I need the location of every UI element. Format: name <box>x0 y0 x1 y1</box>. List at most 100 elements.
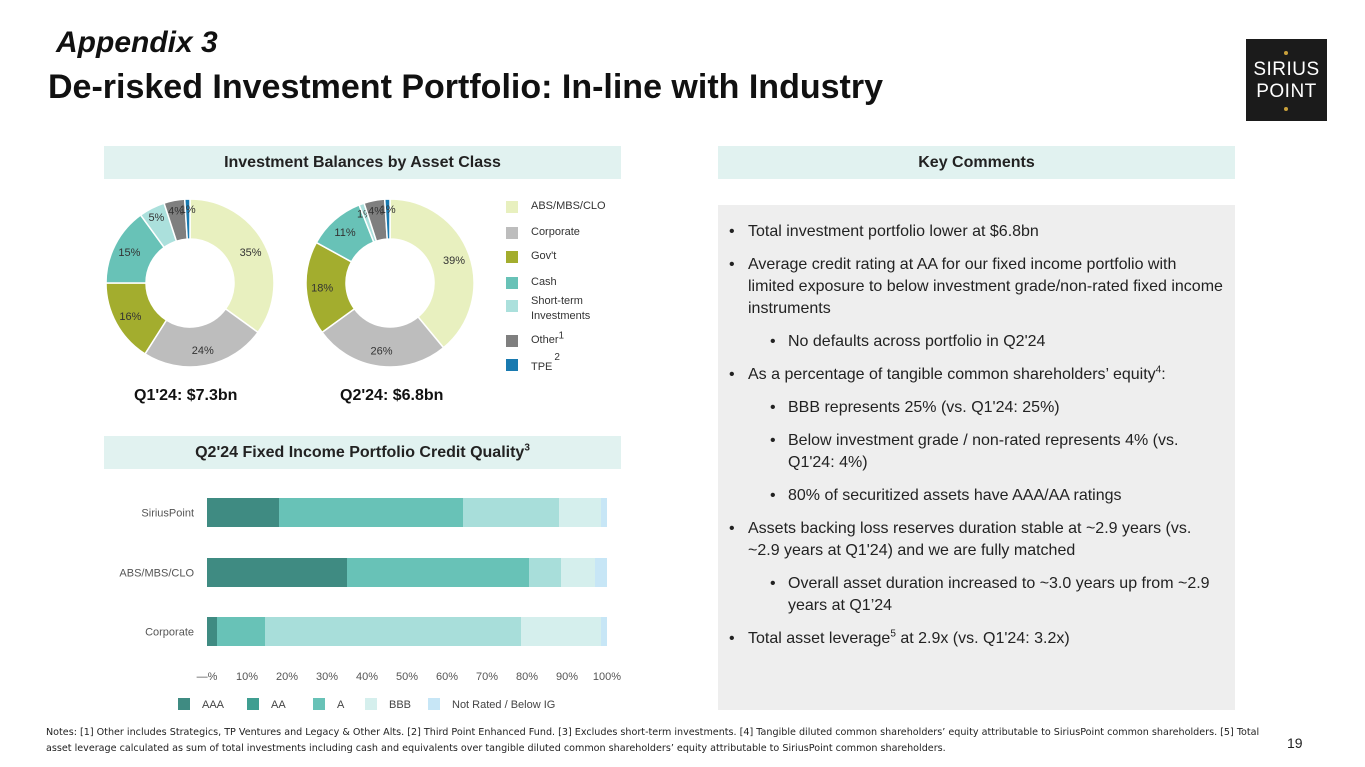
bar-legend-label: AA <box>271 699 286 711</box>
donut-slice-label: 15% <box>118 247 140 259</box>
legend-sup: 1 <box>558 330 565 342</box>
bar-marks <box>207 498 607 646</box>
bar-segment <box>207 498 279 527</box>
bar-x-ticks: —% 10% 20% 30% 40% 50% 60% 70% 80% 90% 100% <box>197 671 622 683</box>
siriuspoint-logo: SIRIUS POINT <box>1246 39 1327 121</box>
donut-slice-label: 16% <box>119 311 141 323</box>
legend-label: Gov't <box>531 250 557 262</box>
credit-quality-heading-sup: 3 <box>524 442 530 454</box>
bar-legend-label: A <box>337 699 345 711</box>
donut-slice-label: 4% <box>368 205 384 217</box>
legend-swatch <box>506 335 518 347</box>
bar-legend: AAA AA A BBB Not Rated / Below IG <box>178 698 555 711</box>
donut-slice <box>383 198 391 240</box>
comment-sup: 5 <box>890 628 896 640</box>
bar-x-tick: 70% <box>476 671 498 683</box>
donut-slice-label: 1% <box>180 204 196 216</box>
credit-quality-bar-chart: SiriusPoint ABS/MBS/CLO Corporate —% 10% 20%… <box>119 498 622 711</box>
bar-category-labels: SiriusPoint ABS/MBS/CLO Corporate <box>119 508 194 639</box>
appendix-subtitle: Appendix 3 <box>56 26 218 59</box>
legend-label: Other1 <box>531 330 565 346</box>
bar-x-tick: 30% <box>316 671 338 683</box>
page-number: 19 <box>1287 735 1303 751</box>
donut-slice <box>183 198 191 240</box>
bar-x-tick: 60% <box>436 671 458 683</box>
comment-bullet: 80% of securitized assets have AAA/AA ra… <box>718 485 1235 507</box>
legend-swatch <box>506 277 518 289</box>
legend-label: TPE2 <box>531 352 560 374</box>
donut-chart-q1: 35% 24% 16% 15% 5% 4%1% <box>105 198 275 368</box>
key-comments-box: Total investment portfolio lower at $6.8… <box>718 205 1235 710</box>
legend-swatch <box>506 300 518 312</box>
bar-segment <box>217 617 265 646</box>
bar-segment <box>601 617 607 646</box>
donut-slice-label: 1% <box>380 204 396 216</box>
comment-bullet: Assets backing loss reserves duration st… <box>718 518 1235 562</box>
bar-segment <box>265 617 521 646</box>
legend-label: ABS/MBS/CLO <box>531 200 606 212</box>
bar-legend-swatch <box>428 698 440 710</box>
donut-slice <box>389 198 475 349</box>
bar-segment <box>207 617 217 646</box>
bar-segment <box>559 498 601 527</box>
logo-dot-bottom <box>1284 107 1288 111</box>
legend-label: Short-term Investments <box>531 295 591 322</box>
bar-segment <box>347 558 529 587</box>
bar-x-tick: 100% <box>593 671 621 683</box>
legend-swatch <box>506 359 518 371</box>
bar-category-label: Corporate <box>145 627 194 639</box>
donut-caption-q1: Q1'24: $7.3bn <box>134 387 238 404</box>
comment-bullet: BBB represents 25% (vs. Q1'24: 25%) <box>718 397 1235 419</box>
credit-quality-heading-text: Q2'24 Fixed Income Portfolio Credit Qual… <box>195 444 525 461</box>
comment-bullet: Overall asset duration increased to ~3.0… <box>718 573 1235 617</box>
comment-bullet: Below investment grade / non-rated repre… <box>718 430 1235 474</box>
legend-swatch <box>506 201 518 213</box>
legend-label: Cash <box>531 276 557 288</box>
bar-x-tick: 10% <box>236 671 258 683</box>
donut-charts: 35%24%16%15%5%4%1% 39%26%18%11%1%4%1% <box>105 198 475 368</box>
donut-slice-label: 26% <box>370 345 392 357</box>
bar-segment <box>463 498 559 527</box>
logo-line1: SIRIUS <box>1253 59 1320 80</box>
bar-category-label: SiriusPoint <box>141 508 194 520</box>
donut-chart-q2: 39%26%18%11%1%4%1% <box>305 198 475 368</box>
bar-segment <box>595 558 607 587</box>
page-title: De-risked Investment Portfolio: In-line … <box>48 68 883 106</box>
bar-segment <box>207 558 347 587</box>
bar-segment <box>279 498 463 527</box>
bar-legend-swatch <box>178 698 190 710</box>
legend-swatch <box>506 251 518 263</box>
donut-slice-label: 35% <box>240 247 262 259</box>
bar-legend-label: Not Rated / Below IG <box>452 699 555 711</box>
bar-legend-label: BBB <box>389 699 411 711</box>
bar-legend-swatch <box>313 698 325 710</box>
donut-slice-label: 4% <box>168 205 184 217</box>
comment-bullet: Total investment portfolio lower at $6.8… <box>718 221 1235 243</box>
legend-sup: 2 <box>554 352 560 363</box>
donut-slice <box>189 198 275 334</box>
bar-legend-swatch <box>247 698 259 710</box>
donut-slice-label: 24% <box>192 345 214 357</box>
legend-label: Corporate <box>531 226 580 238</box>
comment-bullet: Average credit rating at AA for our fixe… <box>718 254 1235 320</box>
logo-line2: POINT <box>1256 81 1317 102</box>
legend-swatch <box>506 227 518 239</box>
comment-bullet: No defaults across portfolio in Q2'24 <box>718 331 1235 353</box>
bar-x-tick: 90% <box>556 671 578 683</box>
credit-quality-heading: Q2'24 Fixed Income Portfolio Credit Qual… <box>104 436 621 469</box>
comment-sup: 4 <box>1155 364 1162 376</box>
logo-dot-top <box>1284 51 1288 55</box>
bar-segment <box>521 617 601 646</box>
bar-segment <box>561 558 595 587</box>
bar-segment <box>601 498 607 527</box>
bar-category-label: ABS/MBS/CLO <box>119 568 194 580</box>
comment-bullet: As a percentage of tangible common share… <box>718 364 1235 386</box>
bar-x-tick: 20% <box>276 671 298 683</box>
bar-legend-label: AAA <box>202 699 225 711</box>
bar-x-tick: 40% <box>356 671 378 683</box>
bar-x-tick: 80% <box>516 671 538 683</box>
comment-bullet: Total asset leverage5 at 2.9x (vs. Q1'24… <box>718 628 1235 650</box>
bar-x-tick: —% <box>197 671 218 683</box>
footnotes: Notes: [1] Other includes Strategics, TP… <box>46 727 1260 754</box>
bar-legend-swatch <box>365 698 377 710</box>
